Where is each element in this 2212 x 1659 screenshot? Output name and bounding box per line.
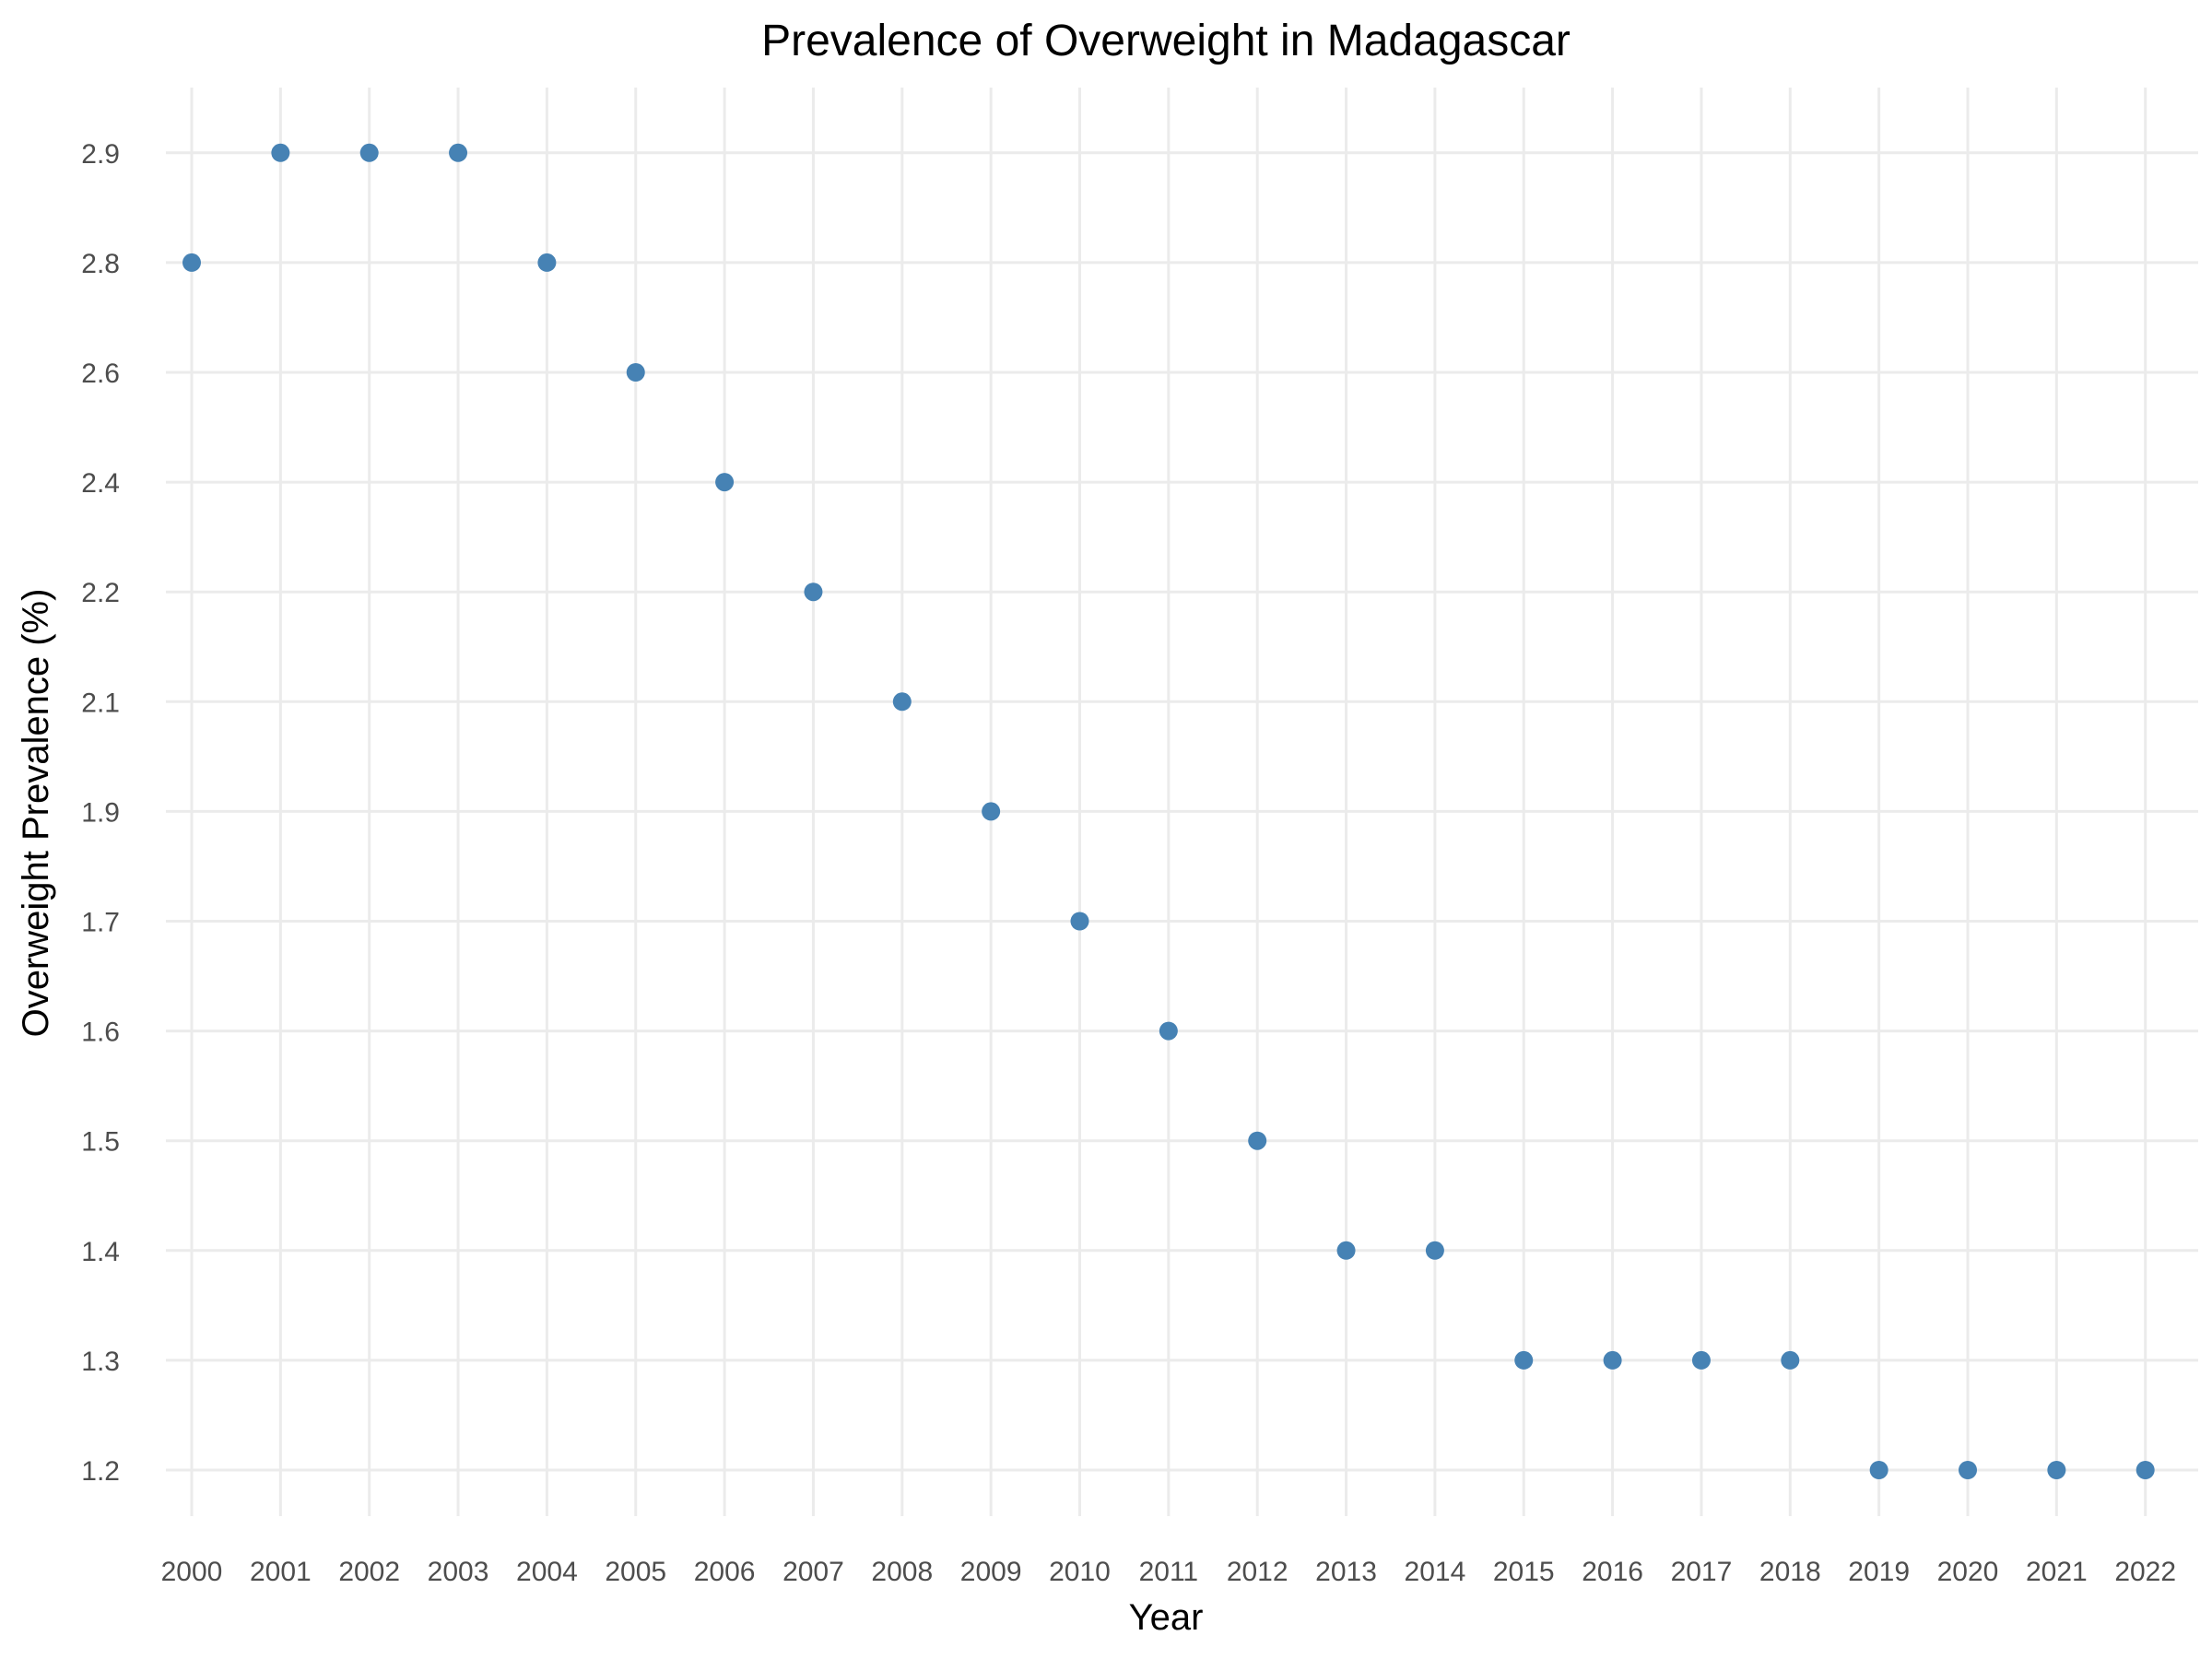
y-tick-label: 1.6 — [81, 1018, 120, 1048]
x-tick-label: 2019 — [1848, 1557, 1910, 1587]
data-point — [182, 253, 201, 272]
y-tick-label: 2.2 — [81, 578, 120, 608]
y-tick-label: 2.8 — [81, 249, 120, 279]
x-tick-label: 2007 — [782, 1557, 844, 1587]
data-point — [1869, 1461, 1888, 1479]
y-axis-title: Overweight Prevalence (%) — [16, 589, 56, 1038]
x-tick-label: 2004 — [516, 1557, 578, 1587]
data-point — [626, 363, 645, 382]
x-tick-label: 2016 — [1582, 1557, 1643, 1587]
horizontal-gridlines — [166, 151, 2198, 1472]
vertical-gridlines — [190, 88, 2147, 1516]
data-point — [1603, 1350, 1622, 1370]
y-tick-label: 1.5 — [81, 1127, 120, 1158]
y-axis-tick-labels: 1.2 1.3 1.4 1.5 1.6 1.7 1.9 2.1 2.2 2.4 2.6 2.8 2.9 — [81, 139, 120, 1487]
data-points — [182, 143, 2155, 1479]
data-point — [271, 143, 290, 162]
y-tick-label: 1.2 — [81, 1456, 120, 1487]
x-tick-label: 2022 — [2114, 1557, 2176, 1587]
data-point — [1070, 912, 1089, 931]
x-axis-title: Year — [1129, 1597, 1204, 1638]
data-point — [982, 802, 1001, 821]
x-tick-label: 2014 — [1405, 1557, 1466, 1587]
y-tick-label: 2.6 — [81, 359, 120, 389]
data-point — [1248, 1131, 1267, 1150]
y-tick-label: 2.4 — [81, 468, 120, 499]
y-tick-label: 1.4 — [81, 1237, 120, 1267]
x-tick-label: 2021 — [2026, 1557, 2088, 1587]
x-tick-label: 2012 — [1227, 1557, 1288, 1587]
data-point — [2136, 1461, 2155, 1479]
data-point — [1425, 1241, 1444, 1260]
data-point — [1514, 1350, 1534, 1370]
data-point — [449, 143, 468, 162]
x-tick-label: 2001 — [250, 1557, 312, 1587]
data-point — [715, 473, 735, 492]
x-tick-label: 2018 — [1759, 1557, 1821, 1587]
y-tick-label: 2.9 — [81, 139, 120, 170]
x-tick-label: 2017 — [1671, 1557, 1733, 1587]
data-point — [1336, 1241, 1356, 1260]
y-tick-label: 2.1 — [81, 688, 120, 718]
data-point — [537, 253, 557, 272]
x-tick-label: 2003 — [428, 1557, 489, 1587]
x-tick-label: 2010 — [1049, 1557, 1111, 1587]
x-tick-label: 2009 — [960, 1557, 1022, 1587]
x-tick-label: 2006 — [694, 1557, 756, 1587]
chart-title: Prevalence of Overweight in Madagascar — [761, 17, 1571, 65]
data-point — [1959, 1461, 1977, 1479]
y-tick-label: 1.9 — [81, 797, 120, 828]
y-tick-label: 1.3 — [81, 1347, 120, 1377]
data-point — [1691, 1350, 1711, 1370]
y-tick-label: 1.7 — [81, 908, 120, 938]
x-tick-label: 2000 — [161, 1557, 223, 1587]
data-point — [359, 143, 379, 162]
x-tick-label: 2011 — [1139, 1557, 1199, 1587]
data-point — [2047, 1461, 2066, 1479]
x-tick-label: 2002 — [338, 1557, 400, 1587]
x-tick-label: 2015 — [1493, 1557, 1555, 1587]
x-tick-label: 2013 — [1315, 1557, 1377, 1587]
x-tick-label: 2005 — [605, 1557, 666, 1587]
x-axis-tick-labels: 2000 2001 2002 2003 2004 2005 2006 2007 2008 2009… — [161, 1557, 2176, 1587]
x-tick-label: 2008 — [871, 1557, 933, 1587]
data-point — [804, 582, 823, 602]
data-point — [1781, 1350, 1800, 1370]
x-tick-label: 2020 — [1937, 1557, 1999, 1587]
data-point — [1159, 1021, 1178, 1041]
data-point — [892, 692, 912, 712]
